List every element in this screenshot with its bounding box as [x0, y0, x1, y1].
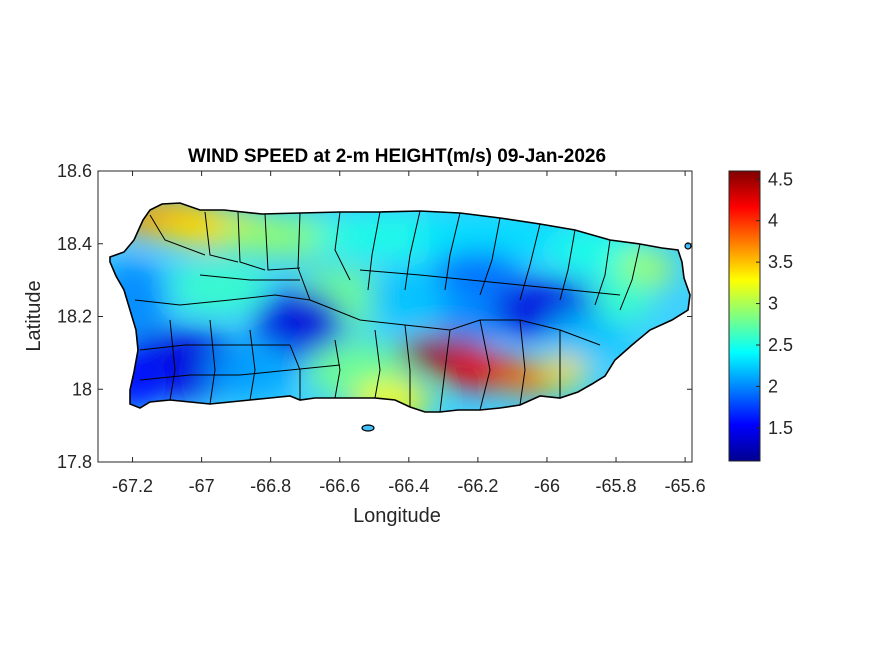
- x-axis: -67.2 -67 -66.8 -66.6 -66.4 -66.2 -66 -65.8 -65.…: [112, 171, 706, 496]
- municipality-boundary: [619, 243, 641, 311]
- x-tick-label: -66.2: [457, 476, 498, 496]
- colorbar-ramp: [728, 170, 761, 462]
- municipality-boundary: [404, 210, 421, 291]
- municipality-boundary: [249, 329, 256, 401]
- colorbar-tick-label: 4: [768, 211, 778, 231]
- municipality-boundary: [359, 269, 621, 296]
- colorbar-tick-label: 3: [768, 294, 778, 314]
- east-islet: [684, 242, 692, 250]
- y-tick-label: 18: [72, 379, 92, 399]
- y-tick-label: 18.6: [57, 161, 92, 181]
- municipality-boundary: [204, 211, 239, 263]
- y-tick-label: 18.4: [57, 234, 92, 254]
- wind-speed-field: [110, 203, 690, 412]
- municipality-boundary: [237, 211, 266, 271]
- municipality-boundary: [479, 217, 501, 296]
- municipality-boundary: [594, 239, 611, 306]
- municipality-boundary: [139, 364, 341, 381]
- municipality-boundary: [199, 274, 300, 281]
- municipality-boundary: [519, 223, 541, 301]
- figure-title: WIND SPEED at 2-m HEIGHT(m/s) 09-Jan-202…: [188, 146, 606, 167]
- field-patch: [592, 273, 653, 324]
- island-outline: [109, 202, 691, 413]
- x-axis-label: Longitude: [353, 505, 441, 527]
- municipality-boundary: [479, 319, 491, 411]
- x-tick-label: -66.6: [319, 476, 360, 496]
- municipality-boundary: [289, 344, 301, 400]
- field-patch: [168, 262, 269, 313]
- municipality-boundary: [404, 324, 411, 407]
- field-patch: [415, 214, 576, 259]
- municipality-boundary: [309, 299, 601, 346]
- colorbar-tick-label: 3.5: [768, 252, 793, 272]
- y-tick-label: 18.2: [57, 307, 92, 327]
- municipality-boundary: [334, 339, 341, 399]
- colorbar-tick-label: 2: [768, 376, 778, 396]
- field-patch: [208, 341, 299, 402]
- municipality-boundary: [334, 211, 351, 281]
- caja-de-muertos-island: [361, 424, 375, 432]
- municipality-boundary: [519, 319, 526, 406]
- field-patch: [539, 355, 590, 388]
- x-tick-label: -67.2: [112, 476, 153, 496]
- colorbar-ticks: 1.5 2 2.5 3 3.5 4 4.5: [756, 169, 793, 438]
- small-islands: [361, 242, 692, 432]
- municipality-boundaries: [134, 210, 641, 413]
- municipality-boundary: [169, 319, 176, 401]
- municipality-boundary: [367, 211, 381, 291]
- municipality-boundary: [439, 329, 451, 413]
- field-patch: [253, 288, 344, 359]
- municipality-boundary: [559, 229, 576, 301]
- x-tick-label: -65.8: [596, 476, 637, 496]
- municipality-boundary: [297, 212, 311, 301]
- colorbar-tick-label: 4.5: [768, 169, 793, 189]
- y-axis-label: Latitude: [23, 280, 45, 351]
- municipality-boundary: [374, 329, 381, 399]
- colorbar-tick-label: 1.5: [768, 418, 793, 438]
- x-tick-label: -66.8: [250, 476, 291, 496]
- y-tick-label: 17.8: [57, 452, 92, 472]
- colorbar-tick-label: 2.5: [768, 335, 793, 355]
- colorbar: 1.5 2 2.5 3 3.5 4 4.5: [728, 169, 793, 462]
- municipality-boundary: [209, 319, 216, 405]
- municipality-boundary: [149, 214, 206, 256]
- municipality-boundary: [444, 212, 461, 291]
- x-tick-label: -67: [189, 476, 215, 496]
- municipality-boundary: [264, 213, 301, 271]
- municipality-boundary: [134, 294, 311, 306]
- x-tick-label: -65.6: [665, 476, 706, 496]
- field-patch: [548, 309, 629, 360]
- x-tick-label: -66: [534, 476, 560, 496]
- y-axis: 17.8 18 18.2 18.4 18.6: [57, 161, 692, 472]
- field-patch: [432, 250, 523, 295]
- x-tick-label: -66.4: [388, 476, 429, 496]
